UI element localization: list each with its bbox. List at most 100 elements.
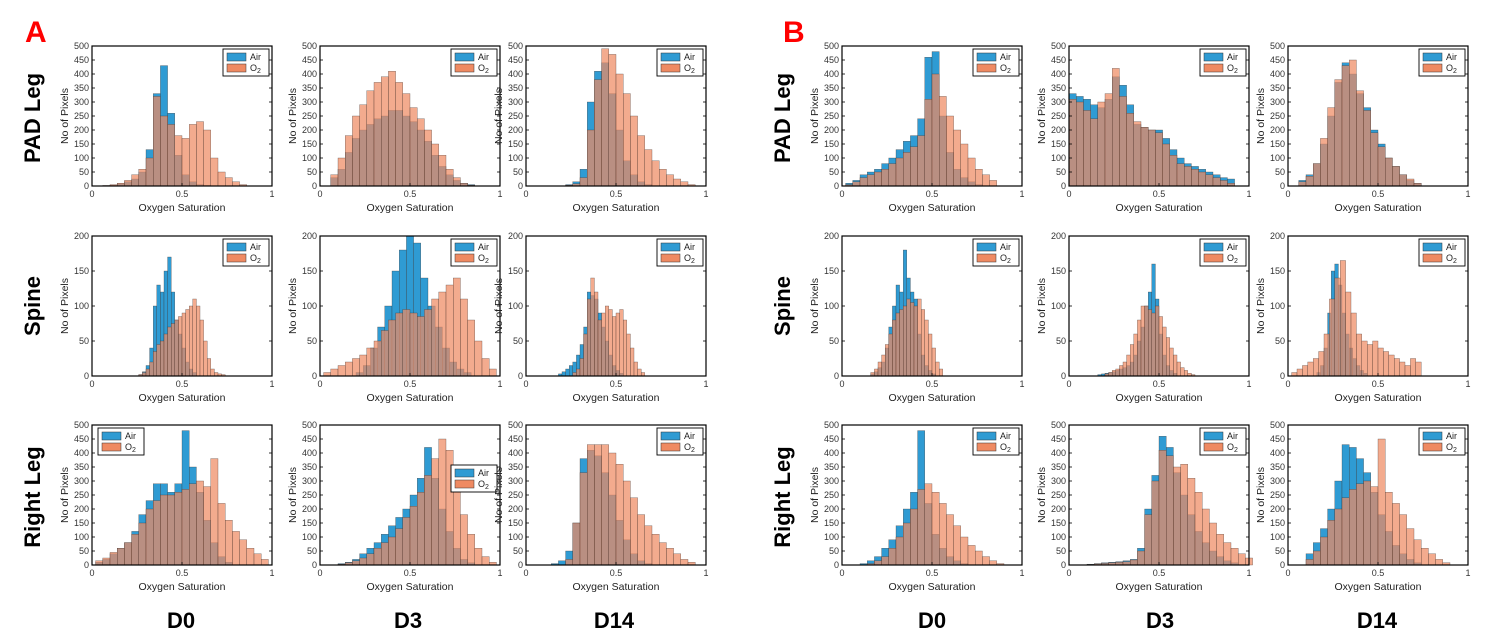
histogram-bar-o2	[1305, 176, 1314, 187]
histogram-bar-o2	[232, 531, 240, 566]
legend-label-o2: O2	[1000, 63, 1011, 75]
histogram-bar-o2	[373, 82, 382, 187]
histogram-bar-o2	[199, 319, 204, 377]
x-tick-label: 0.5	[1153, 189, 1166, 199]
histogram-bar-air	[561, 371, 566, 377]
y-axis-label: No of Pixels	[493, 467, 505, 523]
legend-label-o2-subscript: 2	[1453, 68, 1457, 75]
histogram-bar-o2	[935, 361, 940, 377]
y-tick-label: 250	[302, 490, 317, 500]
x-axis-label: Oxygen Saturation	[1116, 392, 1203, 404]
subplot: 0 50 100 150 200 250 300 350 400 450 500 0 0.5 1 Oxyge…	[59, 41, 275, 214]
y-tick-label: 0	[312, 371, 317, 381]
legend-label-o2: O2	[125, 442, 136, 454]
histogram-bar-o2	[888, 333, 893, 377]
legend-label-o2-subscript: 2	[1453, 258, 1457, 265]
x-tick-label: 0.5	[176, 379, 189, 389]
histogram-bar-o2	[633, 361, 638, 377]
histogram-bar-o2	[1130, 344, 1134, 377]
histogram-bar-o2	[576, 368, 581, 377]
y-tick-label: 0	[84, 560, 89, 570]
histogram-bar-o2	[579, 177, 588, 187]
histogram-bar-o2	[1205, 174, 1214, 187]
histogram-bar-o2	[261, 559, 269, 566]
y-tick-label: 50	[513, 167, 523, 177]
y-tick-label: 50	[79, 167, 89, 177]
histogram-bar-o2	[474, 548, 483, 566]
y-tick-label: 50	[1275, 167, 1285, 177]
x-tick-label: 0.5	[404, 189, 417, 199]
histogram-bar-o2	[424, 129, 432, 187]
histogram-bar-o2	[409, 312, 418, 377]
y-tick-label: 500	[1270, 41, 1285, 51]
legend-label-air: Air	[684, 52, 695, 62]
histogram-bar-o2	[587, 129, 595, 187]
legend-label-o2: O2	[1446, 442, 1457, 454]
histogram-bar-o2	[1370, 486, 1379, 566]
x-tick-label: 0	[89, 379, 94, 389]
legend-label-air: Air	[250, 242, 261, 252]
legend-label-o2: O2	[250, 63, 261, 75]
x-tick-label: 0	[1066, 189, 1071, 199]
histogram-bar-o2	[601, 312, 606, 377]
x-tick-label: 1	[497, 568, 502, 578]
legend-swatch-o2	[226, 253, 247, 263]
legend-label-air: Air	[1446, 52, 1457, 62]
y-tick-label: 450	[1270, 55, 1285, 65]
histogram-bar-o2	[881, 354, 886, 377]
histogram-bar-o2	[395, 312, 403, 377]
histogram-bar-o2	[203, 129, 211, 187]
y-tick-label: 50	[307, 167, 317, 177]
y-tick-label: 350	[74, 462, 89, 472]
subplot: 0 50 100 150 200 250 300 350 400 450 500 0 0.5 1 Oxyge…	[493, 420, 709, 593]
histogram-bar-o2	[888, 548, 897, 566]
histogram-bar-o2	[1298, 181, 1307, 187]
histogram-bar-o2	[1341, 497, 1350, 566]
histogram-bar-o2	[885, 344, 889, 377]
x-axis-label: Oxygen Saturation	[889, 392, 976, 404]
y-tick-label: 150	[74, 139, 89, 149]
histogram-bar-air	[558, 560, 566, 566]
legend-label-air: Air	[478, 468, 489, 478]
x-axis-label: Oxygen Saturation	[139, 392, 226, 404]
y-tick-label: 200	[508, 125, 523, 135]
histogram-bar-o2	[131, 174, 139, 187]
y-tick-label: 500	[508, 41, 523, 51]
y-tick-label: 200	[1051, 231, 1066, 241]
subplot: 0 50 100 150 200 250 300 350 400 450 500 0 0.5 1 Oxyge…	[1255, 420, 1471, 593]
histogram-bar-o2	[594, 79, 602, 187]
x-tick-label: 0.5	[404, 568, 417, 578]
x-tick-label: 0	[523, 568, 528, 578]
histogram-bar-o2	[630, 347, 635, 377]
histogram-bar-o2	[1158, 450, 1167, 566]
histogram-bar-o2	[1180, 367, 1185, 377]
y-tick-label: 200	[824, 504, 839, 514]
y-tick-label: 0	[518, 560, 523, 570]
y-tick-label: 100	[1270, 532, 1285, 542]
histogram-bar-o2	[189, 305, 193, 377]
histogram-bar-o2	[196, 305, 201, 377]
histogram-bar-o2	[207, 358, 211, 377]
histogram-bar-o2	[474, 340, 483, 377]
histogram-bar-o2	[615, 73, 624, 187]
histogram-bar-o2	[467, 319, 475, 377]
y-tick-label: 0	[1061, 371, 1066, 381]
legend-swatch-air	[1203, 431, 1224, 441]
histogram-bar-o2	[1363, 480, 1371, 566]
row-label-spine-a: Spine	[20, 276, 45, 336]
y-tick-label: 150	[1051, 518, 1066, 528]
y-tick-label: 0	[1061, 560, 1066, 570]
histogram-bar-o2	[210, 458, 219, 566]
y-tick-label: 250	[824, 490, 839, 500]
histogram-bar-o2	[1410, 358, 1416, 377]
legend-label-o2-base: O	[684, 63, 691, 73]
x-axis-label: Oxygen Saturation	[1335, 392, 1422, 404]
col-label-d3-a: D3	[394, 608, 422, 633]
histogram-bar-o2	[931, 492, 940, 566]
legend-label-o2: O2	[1227, 442, 1238, 454]
y-tick-label: 150	[302, 518, 317, 528]
histogram-bar-o2	[888, 163, 897, 187]
legend-label-o2-base: O	[1227, 63, 1234, 73]
y-tick-label: 200	[1270, 231, 1285, 241]
histogram-bar-o2	[594, 291, 599, 377]
